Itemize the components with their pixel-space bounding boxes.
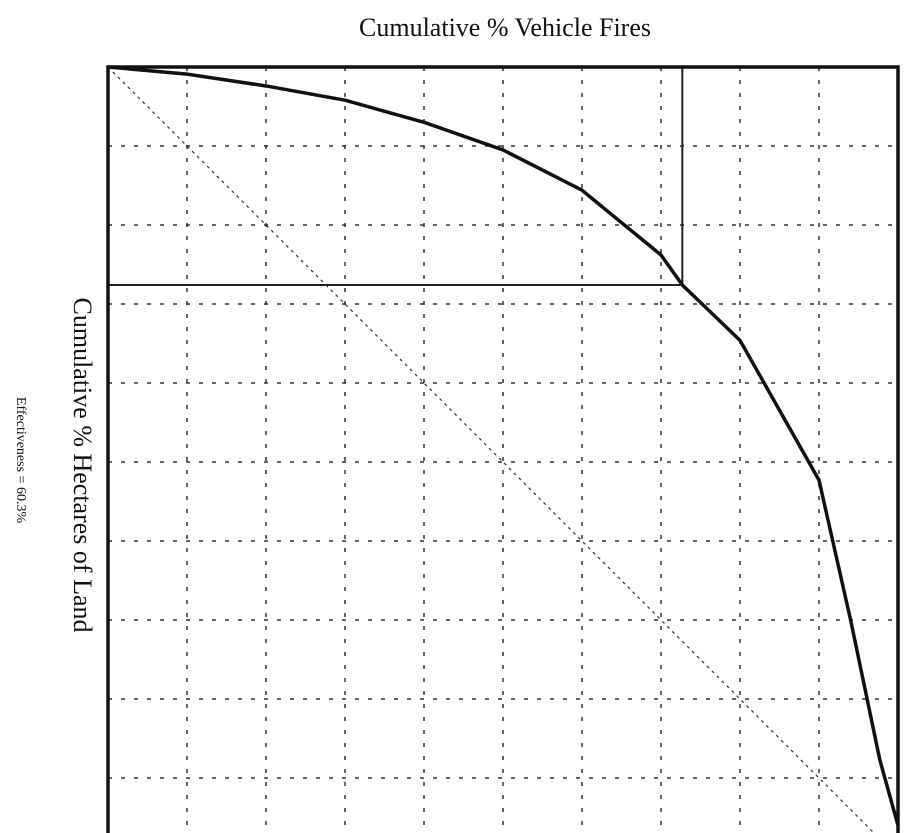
plot-frame: [106, 65, 900, 833]
y-axis-label: Cumulative % Hectares of Land: [68, 298, 97, 633]
diagonal-line: [107, 66, 875, 833]
chart-title: Cumulative % Vehicle Fires: [359, 13, 651, 42]
curve: [107, 65, 900, 826]
annotation: Effectiveness = 60.3%: [13, 397, 28, 524]
